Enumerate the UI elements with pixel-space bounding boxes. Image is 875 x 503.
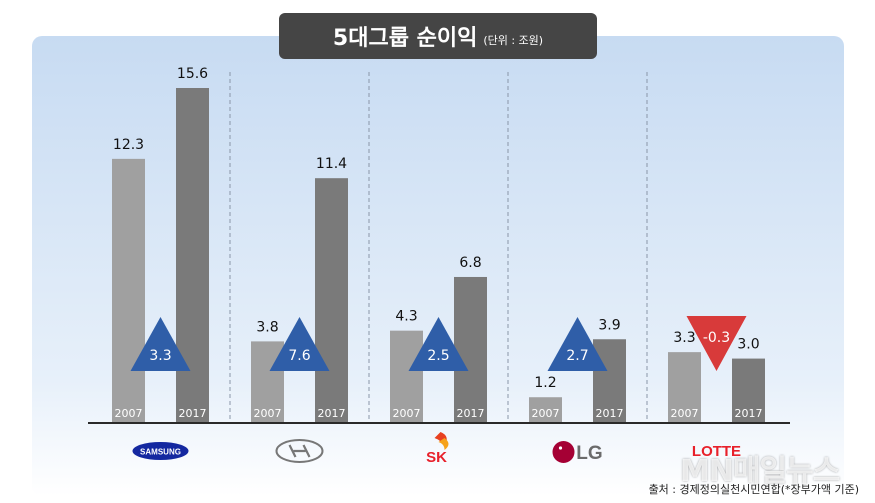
samsung-logo-oval: [132, 442, 189, 460]
year-label-2007: 2007: [393, 407, 421, 420]
source-note: 출처 : 경제정의실천시민연합(*장부가액 기준): [648, 483, 859, 496]
sk-logo-text: SK: [426, 449, 447, 466]
change-label: 3.3: [149, 348, 171, 364]
value-label-2017: 6.8: [459, 255, 481, 271]
samsung-logo-text: SAMSUNG: [140, 448, 181, 457]
year-label-2007: 2007: [115, 407, 143, 420]
year-label-2017: 2017: [179, 407, 207, 420]
year-label-2017: 2017: [735, 407, 763, 420]
increase-triangle: [130, 317, 191, 371]
value-label-2017: 11.4: [316, 156, 347, 172]
bar-2007: [529, 397, 562, 423]
bar-2017: [176, 88, 209, 423]
value-label-2007: 1.2: [534, 375, 556, 391]
lg-logo-text: LG: [576, 443, 602, 464]
value-label-2017: 15.6: [177, 66, 208, 82]
hyundai-logo-h: [288, 444, 311, 458]
change-label: 2.7: [566, 348, 588, 364]
chart-title-box: 5대그룹 순이익 (단위 : 조원): [279, 13, 597, 59]
year-label-2007: 2007: [671, 407, 699, 420]
change-label: 7.6: [288, 348, 310, 364]
hyundai-logo: [275, 439, 324, 463]
bar-2017: [732, 358, 765, 423]
value-label-2017: 3.0: [737, 337, 759, 353]
bar-2017: [454, 276, 487, 423]
watermark: MN매일뉴스: [680, 454, 840, 489]
year-label-2017: 2017: [596, 407, 624, 420]
lg-logo-face: [552, 441, 575, 463]
value-label-2007: 12.3: [113, 137, 144, 153]
sk-logo-mark-2: [438, 438, 449, 450]
change-label: 2.5: [427, 348, 449, 364]
chart-title: 5대그룹 순이익: [332, 26, 478, 51]
value-label-2007: 4.3: [395, 309, 417, 325]
bar-2007: [668, 352, 701, 423]
bar-2007: [390, 330, 423, 423]
increase-triangle: [408, 317, 469, 371]
bar-2017: [593, 339, 626, 423]
decrease-triangle: [686, 316, 747, 371]
year-label-2007: 2007: [532, 407, 560, 420]
bar-2017: [315, 178, 348, 423]
lotte-logo-text: LOTTE: [692, 443, 741, 460]
increase-triangle: [269, 317, 330, 371]
lg-logo-eye: [558, 446, 563, 450]
chart-unit: (단위 : 조원): [483, 34, 544, 47]
value-label-2017: 3.9: [598, 317, 620, 333]
increase-triangle: [547, 317, 608, 371]
year-label-2017: 2017: [318, 407, 346, 420]
value-label-2007: 3.8: [256, 319, 278, 335]
year-label-2007: 2007: [254, 407, 282, 420]
bar-2007: [112, 158, 145, 423]
value-label-2007: 3.3: [673, 330, 695, 346]
year-label-2017: 2017: [457, 407, 485, 420]
chart-panel: [32, 36, 844, 496]
change-label: -0.3: [703, 330, 730, 346]
